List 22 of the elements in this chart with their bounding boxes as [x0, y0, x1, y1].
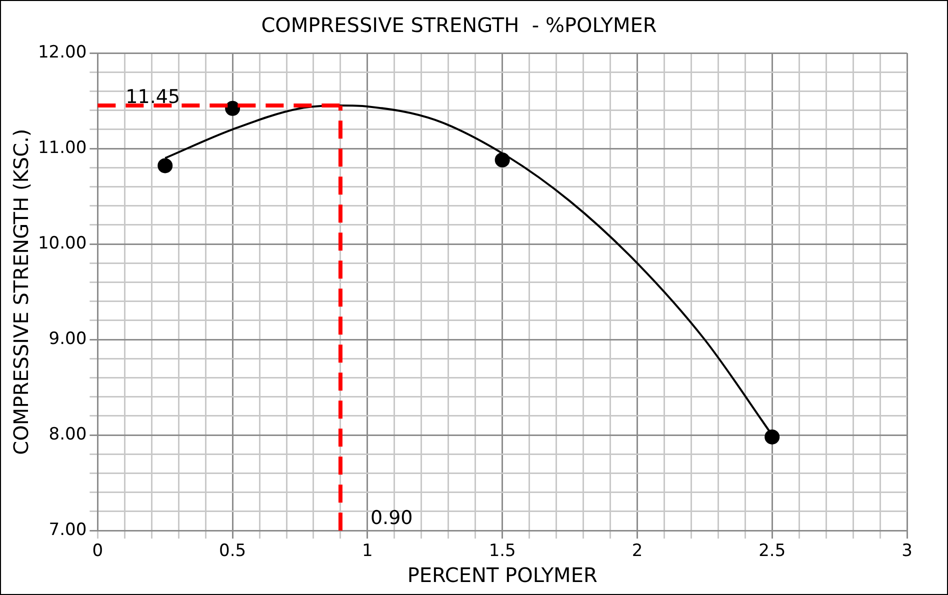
- x-axis-title: PERCENT POLYMER: [407, 563, 598, 588]
- point: [494, 152, 510, 168]
- y-tick-label: 7.00: [48, 520, 87, 540]
- x-tick-label: 1.5: [488, 541, 516, 562]
- y-tick-label: 10.00: [38, 233, 87, 254]
- point: [225, 100, 240, 116]
- point: [764, 429, 780, 444]
- x-tick-label: 3: [902, 541, 912, 562]
- chart-title: COMPRESSIVE STRENGTH - %POLYMER: [261, 13, 657, 38]
- point: [158, 158, 173, 174]
- x-tick-label: 2: [632, 541, 643, 562]
- x-tick-label: 0: [92, 541, 104, 562]
- x-tick-label: 2.5: [758, 541, 786, 562]
- y-tick-label: 9.00: [48, 328, 87, 349]
- y-tick-label: 11.00: [38, 138, 87, 158]
- x-tick-label: 1: [362, 541, 373, 562]
- y-axis-title: COMPRESSIVE STRENGTH (KSC.): [9, 128, 34, 455]
- y-tick-label: 12.00: [38, 42, 87, 62]
- ref-line-label: 11.45: [126, 86, 180, 108]
- x-tick-label: 0.5: [219, 541, 246, 562]
- y-tick-label: 8.00: [48, 424, 87, 444]
- ref-line-label: 0.90: [370, 507, 413, 530]
